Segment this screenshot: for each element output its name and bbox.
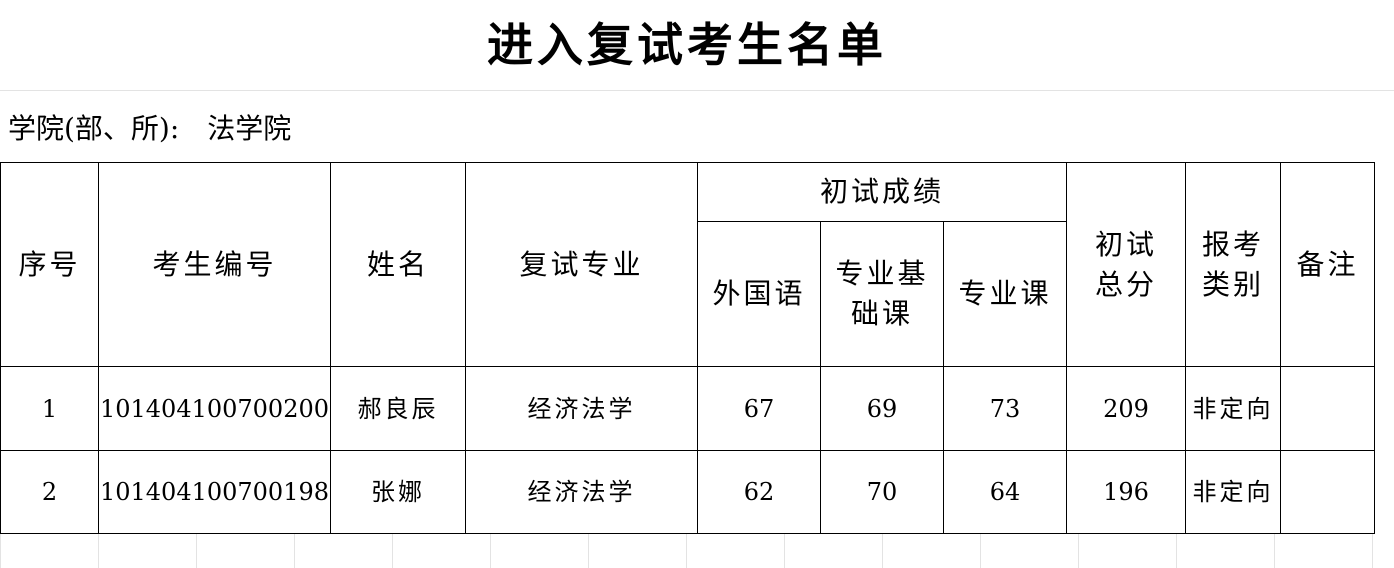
cell-remarks[interactable]: [1280, 366, 1375, 451]
header-major: 复试专业: [465, 162, 698, 367]
cell-name[interactable]: 张娜: [330, 450, 466, 534]
header-total: 初试总分: [1066, 162, 1186, 367]
header-remarks: 备注: [1280, 162, 1375, 367]
cell-major-basic[interactable]: 69: [820, 366, 944, 451]
header-seq: 序号: [0, 162, 99, 367]
college-value: 法学院: [207, 112, 292, 145]
table-row[interactable]: 1 101404100700200 郝良辰 经济法学 67 69 73 209 …: [0, 366, 1375, 451]
cell-category[interactable]: 非定向: [1185, 450, 1281, 534]
college-line: 学院(部、所): 法学院: [0, 90, 1394, 162]
header-category: 报考类别: [1185, 162, 1281, 367]
header-name: 姓名: [330, 162, 466, 367]
cell-remarks[interactable]: [1280, 450, 1375, 534]
cell-major-basic[interactable]: 70: [820, 450, 944, 534]
header-foreign-language: 外国语: [697, 221, 821, 367]
header-category-text: 报考类别: [1201, 227, 1264, 301]
cell-foreign-language[interactable]: 67: [697, 366, 821, 451]
cell-major-course[interactable]: 64: [943, 450, 1067, 534]
cell-foreign-language[interactable]: 62: [697, 450, 821, 534]
cell-name[interactable]: 郝良辰: [330, 366, 466, 451]
cell-total[interactable]: 196: [1066, 450, 1186, 534]
cell-exam-id[interactable]: 101404100700200: [98, 366, 331, 451]
cell-seq[interactable]: 2: [0, 450, 99, 534]
college-label: 学院(部、所):: [8, 112, 180, 145]
header-major-course: 专业课: [943, 221, 1067, 367]
cell-major-course[interactable]: 73: [943, 366, 1067, 451]
header-major-basic-text: 专业基础课: [835, 257, 929, 330]
header-total-text: 初试总分: [1094, 227, 1157, 301]
cell-category[interactable]: 非定向: [1185, 366, 1281, 451]
cell-exam-id[interactable]: 101404100700198: [98, 450, 331, 534]
cell-seq[interactable]: 1: [0, 366, 99, 451]
candidate-table: 序号 考生编号 姓名 复试专业 初试成绩 初试总分 报考类别 备注 外国语 专业…: [0, 162, 1375, 534]
header-prelim-scores: 初试成绩: [697, 162, 1067, 222]
page-title: 进入复试考生名单: [0, 0, 1374, 90]
header-major-basic: 专业基础课: [820, 221, 944, 367]
cell-major[interactable]: 经济法学: [465, 450, 698, 534]
cell-total[interactable]: 209: [1066, 366, 1186, 451]
table-row[interactable]: 2 101404100700198 张娜 经济法学 62 70 64 196 非…: [0, 450, 1375, 534]
cell-major[interactable]: 经济法学: [465, 366, 698, 451]
header-exam-id: 考生编号: [98, 162, 331, 367]
